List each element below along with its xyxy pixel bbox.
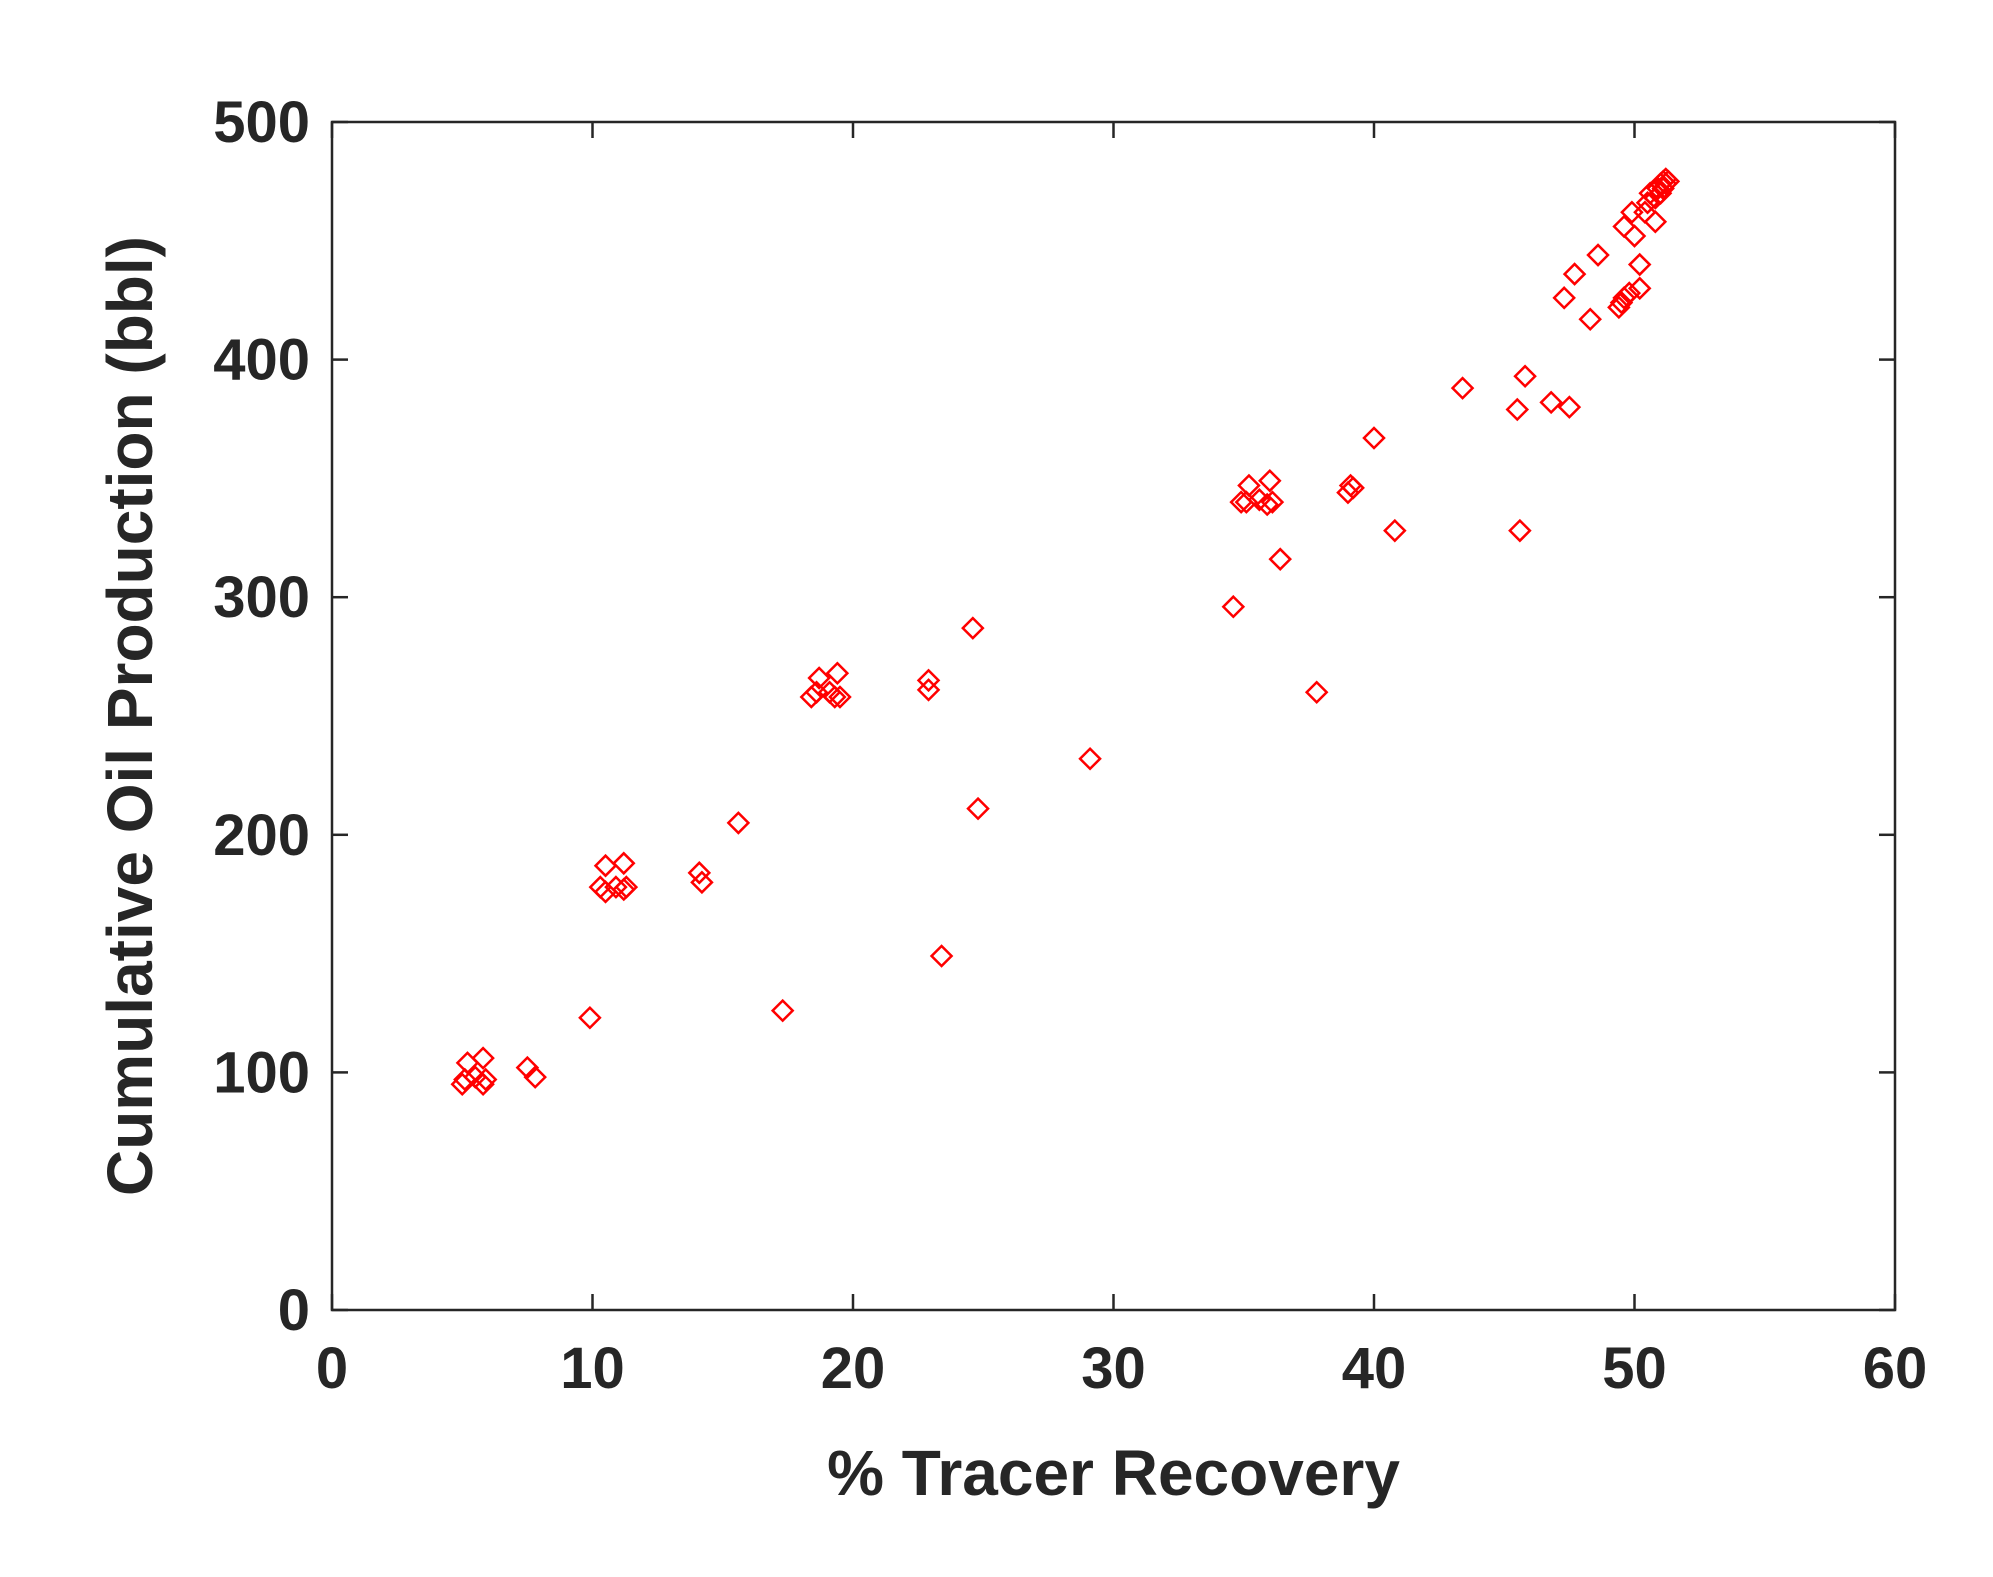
data-point	[1552, 286, 1576, 310]
data-point	[1234, 490, 1259, 514]
data-point	[916, 668, 941, 693]
data-point	[1578, 307, 1602, 331]
data-point	[1617, 281, 1642, 305]
data-point	[523, 1065, 547, 1089]
data-point	[593, 880, 618, 904]
data-point	[1656, 169, 1681, 194]
data-point	[822, 685, 847, 709]
data-points	[450, 167, 1681, 1097]
data-point	[1586, 243, 1610, 267]
y-axis-title: Cumulative Oil Production (bbl)	[94, 236, 166, 1196]
data-point	[1627, 252, 1652, 277]
data-point	[1383, 518, 1407, 543]
data-point	[1539, 390, 1563, 415]
y-tick-label: 200	[213, 803, 310, 868]
data-point	[471, 1046, 495, 1070]
data-point	[1336, 480, 1360, 505]
data-point	[1643, 210, 1668, 234]
data-point	[966, 796, 990, 821]
data-point	[1622, 224, 1647, 248]
data-point	[1260, 490, 1285, 514]
data-point	[1508, 518, 1532, 543]
y-tick-label: 300	[213, 565, 310, 630]
data-point	[453, 1067, 477, 1092]
data-point	[1505, 397, 1530, 422]
data-point	[770, 998, 795, 1023]
y-axis-ticks: 0 100 200 300 400 500	[213, 90, 1895, 1343]
x-tick-label: 50	[1602, 1336, 1667, 1401]
data-point	[593, 853, 618, 878]
data-point	[961, 616, 985, 640]
data-point	[690, 870, 714, 895]
x-axis-title: % Tracer Recovery	[827, 1437, 1400, 1509]
data-point	[1268, 547, 1292, 571]
data-point	[604, 875, 628, 899]
x-tick-label: 0	[316, 1336, 348, 1401]
data-point	[1627, 276, 1652, 301]
data-point	[473, 1067, 498, 1092]
plot-box	[330, 120, 1897, 1312]
data-point	[1612, 214, 1636, 239]
y-tick-label: 0	[278, 1278, 310, 1343]
data-point	[799, 685, 824, 709]
data-point	[916, 678, 941, 702]
data-point	[687, 861, 712, 885]
y-tick-label: 500	[213, 90, 310, 155]
data-point	[828, 685, 852, 709]
data-point	[1229, 490, 1253, 514]
data-point	[578, 1005, 602, 1030]
data-point	[1341, 476, 1365, 500]
x-tick-label: 40	[1342, 1336, 1407, 1401]
data-point	[1258, 469, 1282, 493]
data-point	[1612, 286, 1636, 310]
data-point	[726, 811, 751, 835]
y-tick-label: 100	[213, 1040, 310, 1105]
data-point	[825, 661, 850, 685]
data-point	[614, 875, 639, 899]
x-tick-label: 10	[560, 1336, 625, 1401]
data-point	[1255, 492, 1279, 517]
data-point	[1557, 395, 1582, 419]
data-point	[1450, 376, 1475, 400]
data-point	[1562, 262, 1587, 286]
plot-frame	[330, 120, 1897, 1312]
data-point	[1237, 473, 1261, 498]
x-tick-label: 20	[821, 1336, 886, 1401]
y-tick-label: 400	[213, 328, 310, 393]
data-point	[1513, 364, 1537, 388]
x-tick-label: 30	[1081, 1336, 1146, 1401]
data-point	[1304, 680, 1329, 705]
x-tick-label: 60	[1863, 1336, 1928, 1401]
x-axis-ticks: 0 10 20 30 40 50 60	[316, 122, 1927, 1401]
data-point	[1221, 594, 1246, 619]
data-point	[929, 944, 954, 968]
data-point	[1078, 747, 1102, 771]
data-point	[807, 666, 831, 690]
data-point	[463, 1065, 488, 1089]
data-point	[1362, 426, 1386, 450]
data-point	[611, 851, 636, 876]
